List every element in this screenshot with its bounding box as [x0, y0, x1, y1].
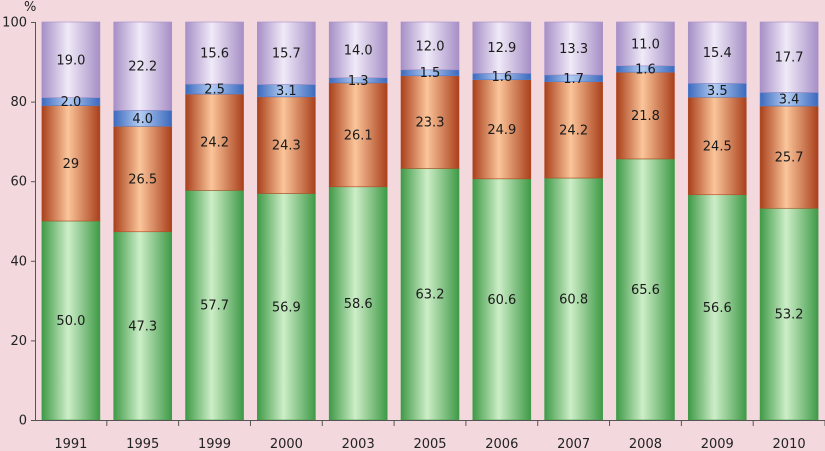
data-label-series-4-1995: 22.2 [128, 60, 157, 75]
data-label-series-3-1999: 2.5 [204, 83, 225, 98]
x-tick-label-2010: 2010 [773, 437, 806, 451]
y-tick-label: 80 [10, 95, 27, 110]
data-label-series-3-2005: 1.5 [420, 66, 441, 81]
data-label-series-4-2005: 12.0 [416, 39, 445, 54]
data-label-series-1-2005: 63.2 [416, 288, 445, 303]
bar-segment-series-1-2000 [257, 193, 316, 421]
bar-segment-series-4-1991 [41, 21, 101, 98]
bar-segment-series-4-1999 [185, 21, 244, 85]
bar-segment-series-4-2007 [544, 21, 603, 76]
data-label-series-4-1991: 19.0 [56, 53, 85, 68]
x-tick-label-1991: 1991 [54, 437, 87, 451]
bar-segment-series-2-2009 [687, 96, 747, 196]
bar-segment-series-2-1991 [41, 105, 101, 222]
y-tick-label: 20 [10, 334, 27, 349]
bar-segment-series-2-2003 [328, 82, 388, 188]
data-label-series-2-1999: 24.2 [200, 136, 229, 151]
x-tick-label-1995: 1995 [126, 437, 159, 451]
bar-segment-series-2-2008 [616, 71, 675, 160]
y-axis-ticks: 0 20 40 60 80 100 [2, 16, 35, 429]
data-label-series-4-2009: 15.4 [703, 46, 732, 61]
data-label-series-2-2007: 24.2 [559, 123, 588, 138]
x-tick-label-2008: 2008 [629, 437, 662, 451]
x-tick-label-1999: 1999 [198, 437, 231, 451]
data-label-series-1-2000: 56.9 [272, 300, 301, 315]
data-label-series-2-2010: 25.7 [775, 151, 804, 166]
data-label-series-3-2006: 1.6 [491, 70, 512, 85]
bars-layer [41, 21, 819, 421]
data-label-series-4-2010: 17.7 [775, 51, 804, 66]
data-label-series-3-1991: 2.0 [61, 95, 82, 110]
bar-segment-series-1-2005 [400, 168, 460, 421]
x-tick-label-2003: 2003 [342, 437, 375, 451]
bar-segment-series-1-2008 [616, 158, 675, 421]
bar-segment-series-4-2009 [687, 21, 747, 84]
data-label-series-2-2003: 26.1 [344, 128, 373, 143]
data-label-series-2-2009: 24.5 [703, 139, 732, 154]
data-label-series-3-2008: 1.6 [635, 62, 656, 77]
data-label-series-3-2003: 1.3 [348, 74, 369, 89]
y-tick-label: 100 [2, 16, 27, 31]
data-label-series-4-1999: 15.6 [200, 47, 229, 62]
bar-segment-series-1-2007 [544, 177, 603, 421]
data-label-series-3-2010: 3.4 [779, 93, 800, 108]
data-label-series-1-2006: 60.6 [487, 293, 516, 308]
bar-segment-series-4-2000 [257, 21, 316, 85]
data-label-series-2-2006: 24.9 [487, 123, 516, 138]
bar-segment-series-1-1999 [185, 190, 244, 421]
y-axis-unit-label: % [24, 0, 36, 15]
data-label-series-4-2000: 15.7 [272, 47, 301, 62]
x-tick-label-2007: 2007 [557, 437, 590, 451]
bar-segment-series-4-2008 [616, 21, 675, 67]
bar-segment-series-2-2010 [759, 105, 819, 209]
x-tick-label-2006: 2006 [485, 437, 518, 451]
data-label-series-1-2009: 56.6 [703, 301, 732, 316]
data-label-series-4-2007: 13.3 [559, 42, 588, 57]
data-label-series-1-2003: 58.6 [344, 297, 373, 312]
data-label-series-1-1991: 50.0 [56, 314, 85, 329]
x-tick-label-2005: 2005 [413, 437, 446, 451]
bar-segment-series-4-1995 [113, 21, 173, 111]
bar-segment-series-4-2003 [328, 21, 388, 79]
data-label-series-4-2003: 14.0 [344, 43, 373, 58]
bar-segment-series-1-2006 [472, 178, 532, 421]
data-label-series-2-1995: 26.5 [128, 173, 157, 188]
data-label-series-3-1995: 4.0 [132, 112, 153, 127]
data-label-series-2-1991: 29 [63, 157, 80, 172]
data-label-series-1-2007: 60.8 [559, 293, 588, 308]
data-label-series-4-2008: 11.0 [631, 37, 660, 52]
x-tick-label-2000: 2000 [270, 437, 303, 451]
y-tick-label: 60 [10, 175, 27, 190]
bar-segment-series-4-2005 [400, 21, 460, 71]
y-tick-label: 0 [19, 414, 27, 429]
bar-segment-series-2-2006 [472, 79, 532, 180]
data-labels-layer: 50.0 29 2.0 19.0 47.3 26.5 4.0 22.2 57.7 24.2 2.5 1… [56, 37, 803, 334]
data-label-series-1-2008: 65.6 [631, 283, 660, 298]
data-label-series-4-2006: 12.9 [487, 41, 516, 56]
data-label-series-1-2010: 53.2 [775, 308, 804, 323]
bar-segment-series-1-2009 [687, 194, 747, 421]
bar-segment-series-1-2003 [328, 186, 388, 421]
bar-segment-series-2-2005 [400, 75, 460, 169]
data-label-series-2-2005: 23.3 [416, 116, 445, 131]
bar-segment-series-2-2000 [257, 96, 316, 194]
y-tick-label: 40 [10, 254, 27, 269]
data-label-series-2-2008: 21.8 [631, 109, 660, 124]
x-axis-ticks: 1991 1995 1999 2000 2003 2005 2006 2007 2008 2009… [54, 420, 825, 451]
data-label-series-1-1999: 57.7 [200, 299, 229, 314]
x-tick-label-2009: 2009 [701, 437, 734, 451]
data-label-series-3-2009: 3.5 [707, 84, 728, 99]
bar-segment-series-4-2010 [759, 21, 819, 93]
bar-segment-series-4-2006 [472, 21, 532, 74]
data-label-series-3-2000: 3.1 [276, 84, 297, 99]
data-label-series-2-2000: 24.3 [272, 139, 301, 154]
bar-segment-series-1-2010 [759, 207, 819, 421]
data-label-series-1-1995: 47.3 [128, 319, 157, 334]
data-label-series-3-2007: 1.7 [563, 72, 584, 87]
